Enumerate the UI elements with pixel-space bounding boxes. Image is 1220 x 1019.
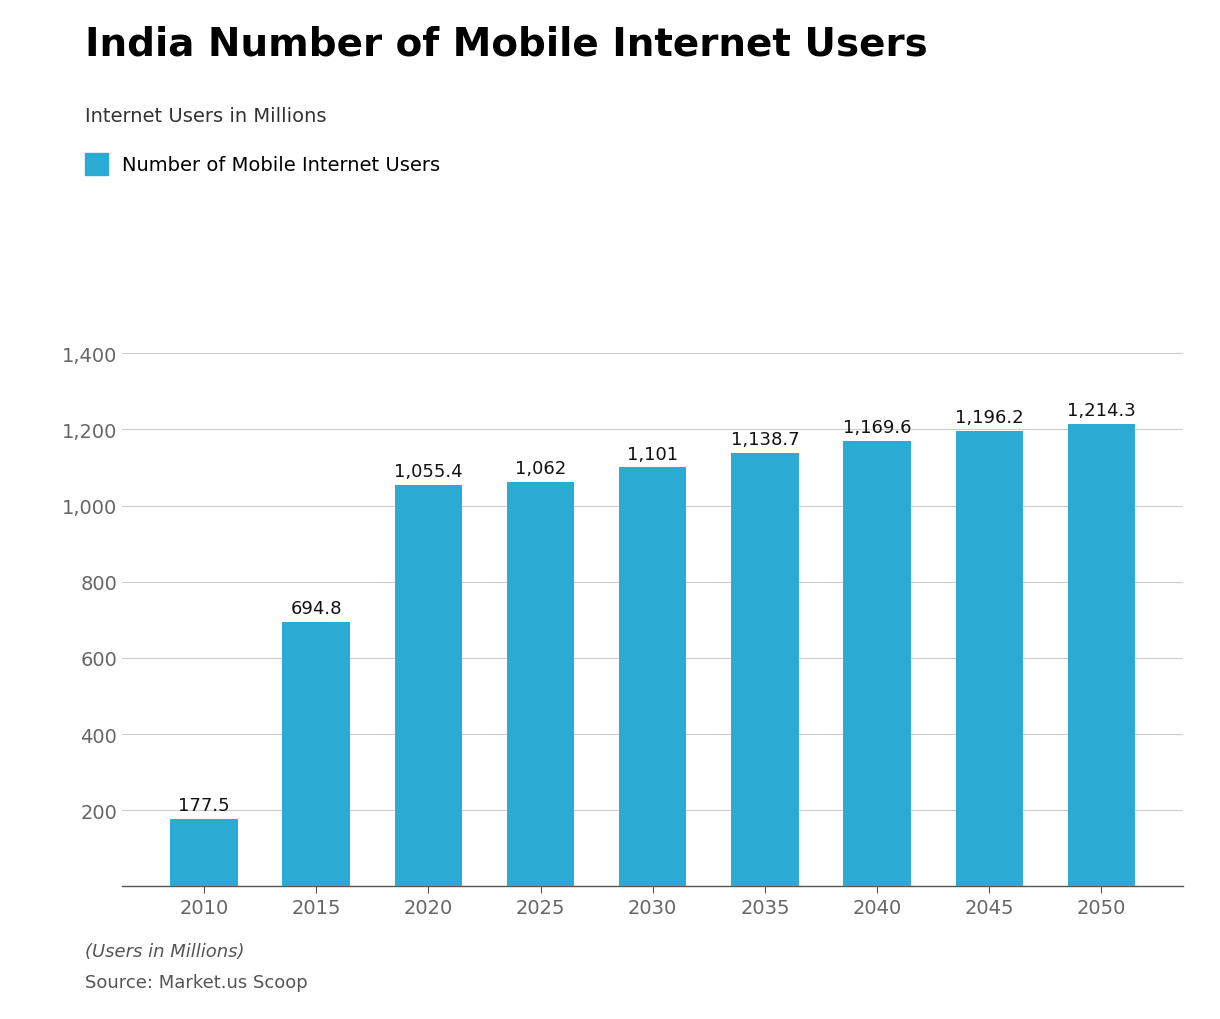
Text: 1,214.3: 1,214.3 xyxy=(1068,403,1136,420)
Bar xyxy=(731,453,799,887)
Text: Source: Market.us Scoop: Source: Market.us Scoop xyxy=(85,973,309,991)
Bar xyxy=(955,431,1022,887)
Text: 1,169.6: 1,169.6 xyxy=(843,419,911,437)
Text: Number of Mobile Internet Users: Number of Mobile Internet Users xyxy=(122,156,440,174)
Bar xyxy=(171,819,238,887)
Bar xyxy=(506,483,575,887)
Bar xyxy=(283,623,350,887)
Text: (Users in Millions): (Users in Millions) xyxy=(85,943,245,961)
Bar xyxy=(619,468,687,887)
Text: 177.5: 177.5 xyxy=(178,797,229,814)
Text: 694.8: 694.8 xyxy=(290,599,342,618)
Text: 1,055.4: 1,055.4 xyxy=(394,463,462,481)
Bar xyxy=(1068,425,1135,887)
Text: 1,101: 1,101 xyxy=(627,445,678,463)
Bar xyxy=(843,441,911,887)
Text: Internet Users in Millions: Internet Users in Millions xyxy=(85,107,327,126)
Bar xyxy=(394,485,462,887)
Text: 1,062: 1,062 xyxy=(515,460,566,478)
Text: India Number of Mobile Internet Users: India Number of Mobile Internet Users xyxy=(85,25,928,63)
Text: 1,138.7: 1,138.7 xyxy=(731,431,799,448)
Text: 1,196.2: 1,196.2 xyxy=(955,409,1024,427)
